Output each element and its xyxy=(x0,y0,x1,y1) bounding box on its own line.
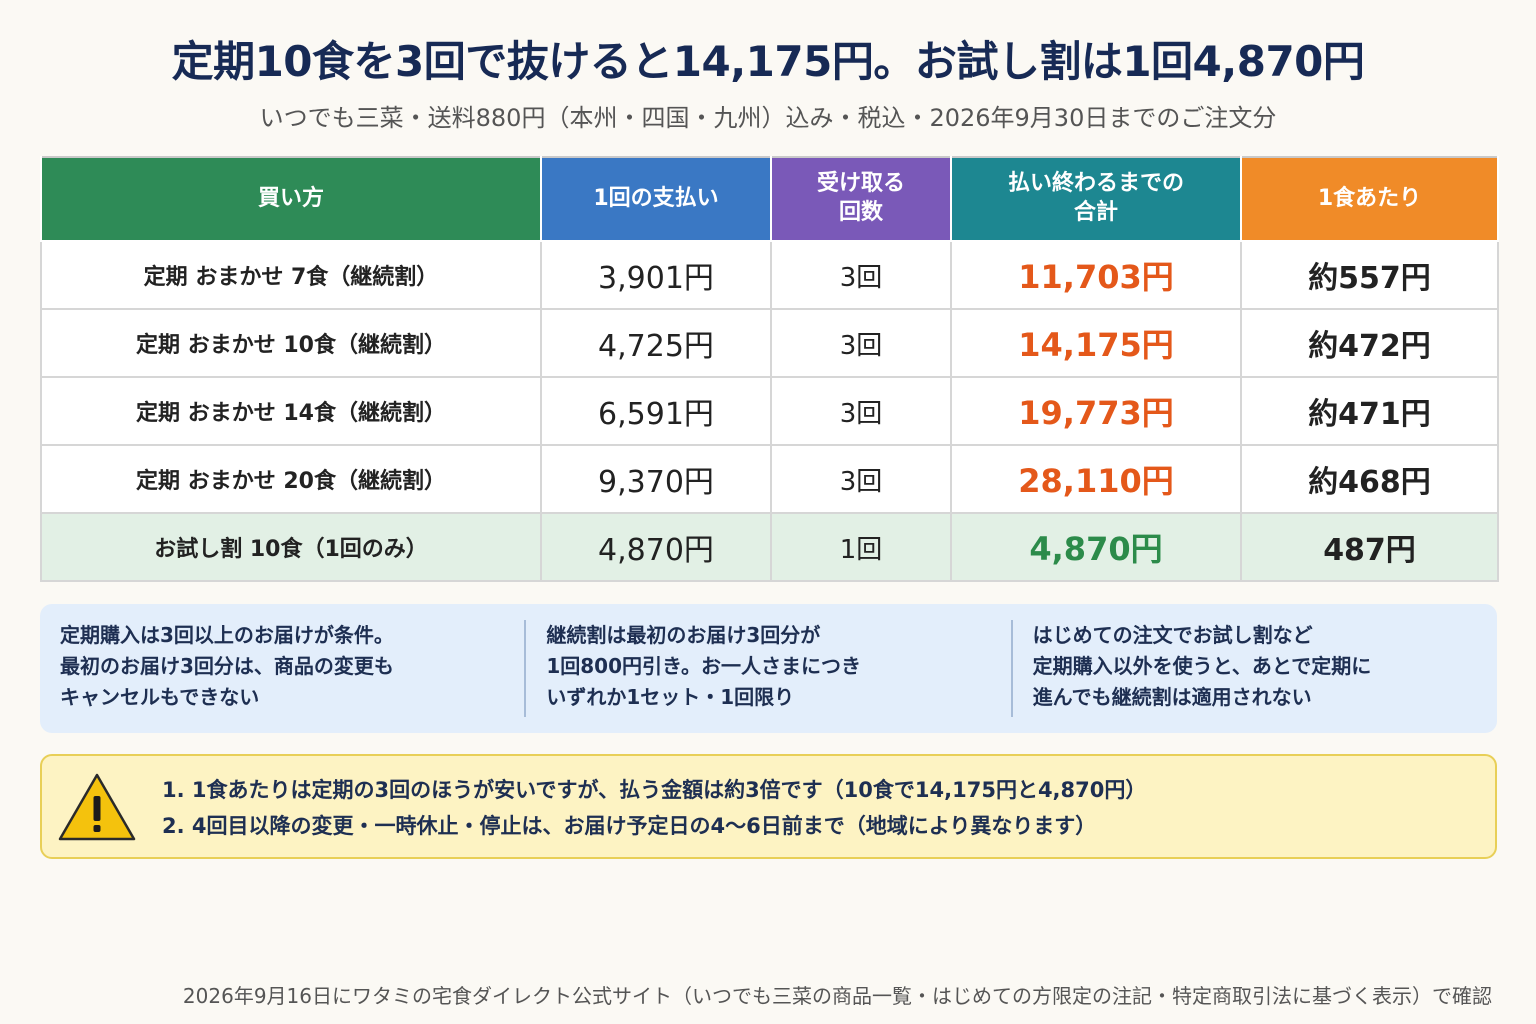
cell-total: 4,870円 xyxy=(950,512,1242,582)
cell-payment: 3,901円 xyxy=(540,240,772,310)
cell-per-meal: 487円 xyxy=(1240,512,1499,582)
cell-per-meal: 約468円 xyxy=(1240,444,1499,514)
warning-box: 1. 1食あたりは定期の3回のほうが安いですが、払う金額は約3倍です（10食で1… xyxy=(40,754,1497,859)
header-payment: 1回の支払い xyxy=(540,157,772,242)
cell-payment: 9,370円 xyxy=(540,444,772,514)
cell-total: 19,773円 xyxy=(950,376,1242,446)
table-row: 定期 おまかせ 14食（継続割） 6,591円 3回 19,773円 約471円 xyxy=(40,376,1499,446)
comparison-table: 買い方 1回の支払い 受け取る 回数 払い終わるまでの 合計 1食あたり 定期 おま… xyxy=(40,156,1499,582)
cell-count: 3回 xyxy=(770,376,952,446)
cell-per-meal: 約472円 xyxy=(1240,308,1499,378)
header-method: 買い方 xyxy=(40,157,542,242)
table-row-trial: お試し割 10食（1回のみ） 4,870円 1回 4,870円 487円 xyxy=(40,512,1499,582)
page-subtitle: いつでも三菜・送料880円（本州・四国・九州）込み・税込・2026年9月30日ま… xyxy=(259,104,1277,132)
cell-per-meal: 約557円 xyxy=(1240,240,1499,310)
warning-item: 1. 1食あたりは定期の3回のほうが安いですが、払う金額は約3倍です（10食で1… xyxy=(162,778,1147,802)
header-count: 受け取る 回数 xyxy=(770,157,952,242)
warning-list: 1. 1食あたりは定期の3回のほうが安いですが、払う金額は約3倍です（10食で1… xyxy=(162,772,1146,844)
source-footnote: 2026年9月16日にワタミの宅食ダイレクト公式サイト（いつでも三菜の商品一覧・… xyxy=(182,984,1492,1008)
warning-item: 2. 4回目以降の変更・一時休止・停止は、お届け予定日の4〜6日前まで（地域によ… xyxy=(162,814,1097,838)
cell-count: 3回 xyxy=(770,308,952,378)
note-item: 継続割は最初のお届け3回分が 1回800円引き。お一人さまにつき いずれか1セッ… xyxy=(524,620,1010,717)
cell-total: 11,703円 xyxy=(950,240,1242,310)
table-row: 定期 おまかせ 10食（継続割） 4,725円 3回 14,175円 約472円 xyxy=(40,308,1499,378)
header-total: 払い終わるまでの 合計 xyxy=(950,157,1242,242)
table-row: 定期 おまかせ 7食（継続割） 3,901円 3回 11,703円 約557円 xyxy=(40,240,1499,310)
table-header-row: 買い方 1回の支払い 受け取る 回数 払い終わるまでの 合計 1食あたり xyxy=(40,157,1499,242)
header-per-meal: 1食あたり xyxy=(1240,157,1499,242)
cell-count: 1回 xyxy=(770,512,952,582)
cell-per-meal: 約471円 xyxy=(1240,376,1499,446)
cell-method: お試し割 10食（1回のみ） xyxy=(40,512,542,582)
cell-payment: 4,870円 xyxy=(540,512,772,582)
cell-total: 14,175円 xyxy=(950,308,1242,378)
cell-payment: 6,591円 xyxy=(540,376,772,446)
cell-method: 定期 おまかせ 7食（継続割） xyxy=(40,240,542,310)
cell-method: 定期 おまかせ 14食（継続割） xyxy=(40,376,542,446)
warning-icon xyxy=(58,773,136,841)
note-item: はじめての注文でお試し割など 定期購入以外を使うと、あとで定期に 進んでも継続割… xyxy=(1010,620,1497,717)
cell-payment: 4,725円 xyxy=(540,308,772,378)
page-title: 定期10食を3回で抜けると14,175円。お試し割は1回4,870円 xyxy=(171,37,1365,86)
notes-panel: 定期購入は3回以上のお届けが条件。 最初のお届け3回分は、商品の変更も キャンセ… xyxy=(40,604,1497,733)
cell-total: 28,110円 xyxy=(950,444,1242,514)
cell-method: 定期 おまかせ 10食（継続割） xyxy=(40,308,542,378)
cell-count: 3回 xyxy=(770,444,952,514)
note-item: 定期購入は3回以上のお届けが条件。 最初のお届け3回分は、商品の変更も キャンセ… xyxy=(60,623,394,709)
cell-method: 定期 おまかせ 20食（継続割） xyxy=(40,444,542,514)
table-row: 定期 おまかせ 20食（継続割） 9,370円 3回 28,110円 約468円 xyxy=(40,444,1499,514)
cell-count: 3回 xyxy=(770,240,952,310)
